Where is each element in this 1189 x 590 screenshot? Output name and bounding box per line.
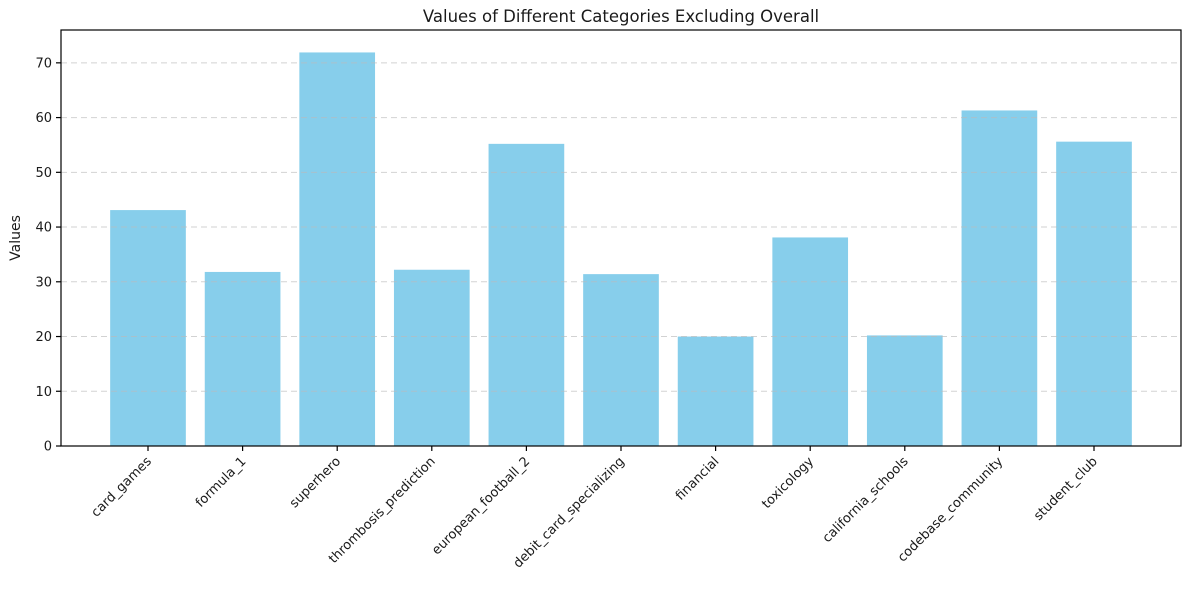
bars	[110, 52, 1132, 447]
bar-toxicology	[772, 237, 849, 446]
y-tick-label: 0	[44, 440, 52, 455]
x-tick-label: thrombosis_prediction	[326, 454, 439, 567]
x-tick-label: financial	[673, 454, 722, 503]
y-tick-label: 40	[35, 221, 52, 236]
y-axis-label: Values	[8, 215, 24, 261]
x-tick-label: california_schools	[820, 454, 912, 546]
x-tick-label: superhero	[287, 454, 344, 511]
y-tick-label: 50	[35, 166, 52, 181]
chart-title: Values of Different Categories Excluding…	[423, 7, 819, 26]
bar-card_games	[110, 210, 186, 446]
x-tick-label: formula_1	[193, 454, 250, 511]
y-tick-label: 10	[35, 385, 52, 400]
x-tick-label: card_games	[89, 454, 155, 520]
x-tick-label: student_club	[1031, 454, 1101, 524]
x-tick-label: codebase_community	[895, 454, 1006, 565]
bar-formula_1	[204, 271, 281, 446]
bar-european_football_2	[488, 143, 565, 446]
bar-codebase_community	[961, 110, 1038, 447]
x-tick-label: european_football_2	[429, 454, 533, 558]
bar-california_schools	[866, 335, 943, 446]
y-tick-label: 30	[35, 275, 52, 290]
x-tick-label: toxicology	[759, 454, 817, 512]
bar-debit_card_specializing	[583, 274, 659, 446]
y-tick-label: 20	[35, 330, 52, 345]
gridlines	[61, 62, 1181, 392]
x-tick-label: debit_card_specializing	[511, 454, 628, 571]
bar-superhero	[299, 52, 376, 446]
bar-thrombosis_prediction	[393, 269, 470, 446]
y-tick-label: 60	[35, 111, 52, 126]
bar-student_club	[1056, 141, 1132, 446]
y-tick-label: 70	[35, 56, 52, 71]
